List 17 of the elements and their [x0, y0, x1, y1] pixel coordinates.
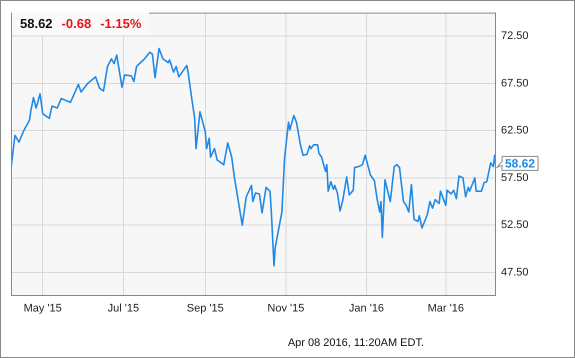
annotation: 58.62 [505, 156, 536, 171]
x-tick-label: Jan '16 [348, 302, 384, 315]
x-tick-label: Sep '15 [186, 302, 224, 315]
y-tick-label: 62.50 [501, 124, 529, 137]
text: Apr 08 2016, 11:20AM EDT. [288, 337, 424, 349]
annotation: -0.68 [62, 16, 92, 31]
y-tick-label: 72.50 [501, 30, 529, 42]
y-tick-label: 67.50 [501, 77, 529, 90]
y-tick-label: 57.50 [501, 172, 529, 184]
annotation: 58.62 [20, 16, 53, 31]
x-tick-label: Jul '15 [108, 302, 140, 315]
annotation: -1.15% [100, 16, 142, 31]
x-tick-label: Nov '15 [267, 302, 304, 315]
y-tick-label: 52.50 [501, 219, 529, 232]
y-tick-label: 47.50 [501, 266, 529, 278]
x-tick-label: Mar '16 [428, 302, 464, 315]
x-tick-label: May '15 [24, 302, 62, 315]
